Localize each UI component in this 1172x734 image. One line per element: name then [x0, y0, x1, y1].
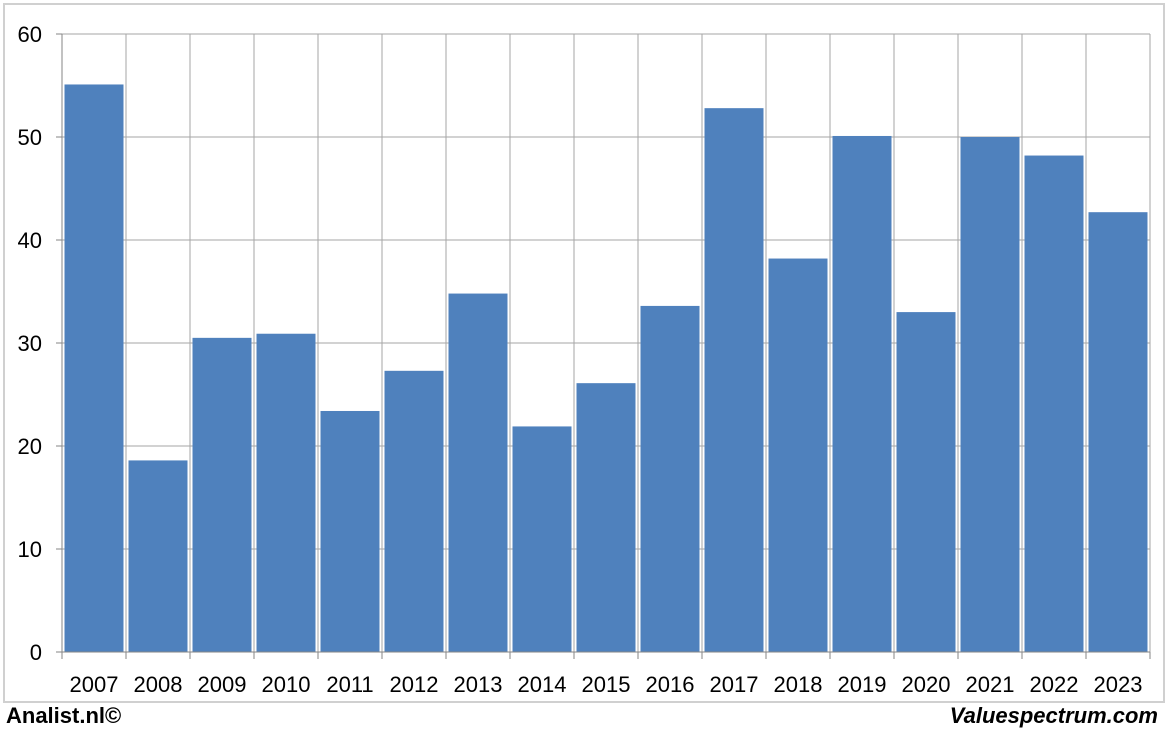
y-tick-label: 10: [18, 537, 42, 562]
x-tick-labels: 2007 2008 2009 2010 2011 2012 2013 2014 2015 2016…: [70, 672, 1143, 697]
bar: [640, 305, 700, 652]
x-tick-label: 2011: [326, 672, 373, 697]
bar: [384, 370, 444, 652]
y-tick-label: 20: [18, 434, 42, 459]
x-tick-label: 2020: [902, 672, 951, 697]
x-tick-label: 2014: [518, 672, 567, 697]
brand-label: Valuespectrum.com: [949, 703, 1158, 728]
bar: [512, 426, 572, 652]
bar: [576, 383, 636, 652]
x-tick-label: 2023: [1094, 672, 1143, 697]
x-tick-label: 2015: [582, 672, 631, 697]
bar: [960, 137, 1020, 652]
x-tick-label: 2010: [262, 672, 311, 697]
axes: [56, 33, 1151, 659]
y-tick-label: 60: [18, 22, 42, 47]
source-label: Analist.nl©: [6, 703, 122, 728]
bar: [192, 337, 252, 652]
x-tick-label: 2016: [646, 672, 695, 697]
bar: [64, 84, 124, 653]
x-tick-label: 2021: [966, 672, 1015, 697]
x-tick-label: 2019: [838, 672, 887, 697]
x-tick-label: 2007: [70, 672, 119, 697]
bar: [704, 108, 764, 652]
y-tick-label: 30: [18, 331, 42, 356]
x-tick-label: 2009: [198, 672, 247, 697]
x-tick-label: 2018: [774, 672, 823, 697]
y-tick-label: 0: [30, 640, 42, 665]
bar: [448, 293, 508, 652]
bar: [1024, 155, 1084, 653]
y-tick-label: 40: [18, 228, 42, 253]
bar: [320, 410, 380, 652]
bar: [256, 333, 316, 652]
bar: [768, 258, 828, 652]
bar: [832, 135, 892, 653]
x-tick-label: 2013: [454, 672, 503, 697]
y-tick-label: 50: [18, 125, 42, 150]
bars: [64, 84, 1148, 653]
x-tick-label: 2012: [390, 672, 439, 697]
x-tick-label: 2017: [710, 672, 759, 697]
x-tick-label: 2008: [134, 672, 183, 697]
bar: [128, 460, 188, 652]
y-tick-labels: 0 10 20 30 40 50 60: [18, 22, 42, 665]
x-tick-label: 2022: [1030, 672, 1079, 697]
bar: [1088, 212, 1148, 652]
bar: [896, 312, 956, 652]
